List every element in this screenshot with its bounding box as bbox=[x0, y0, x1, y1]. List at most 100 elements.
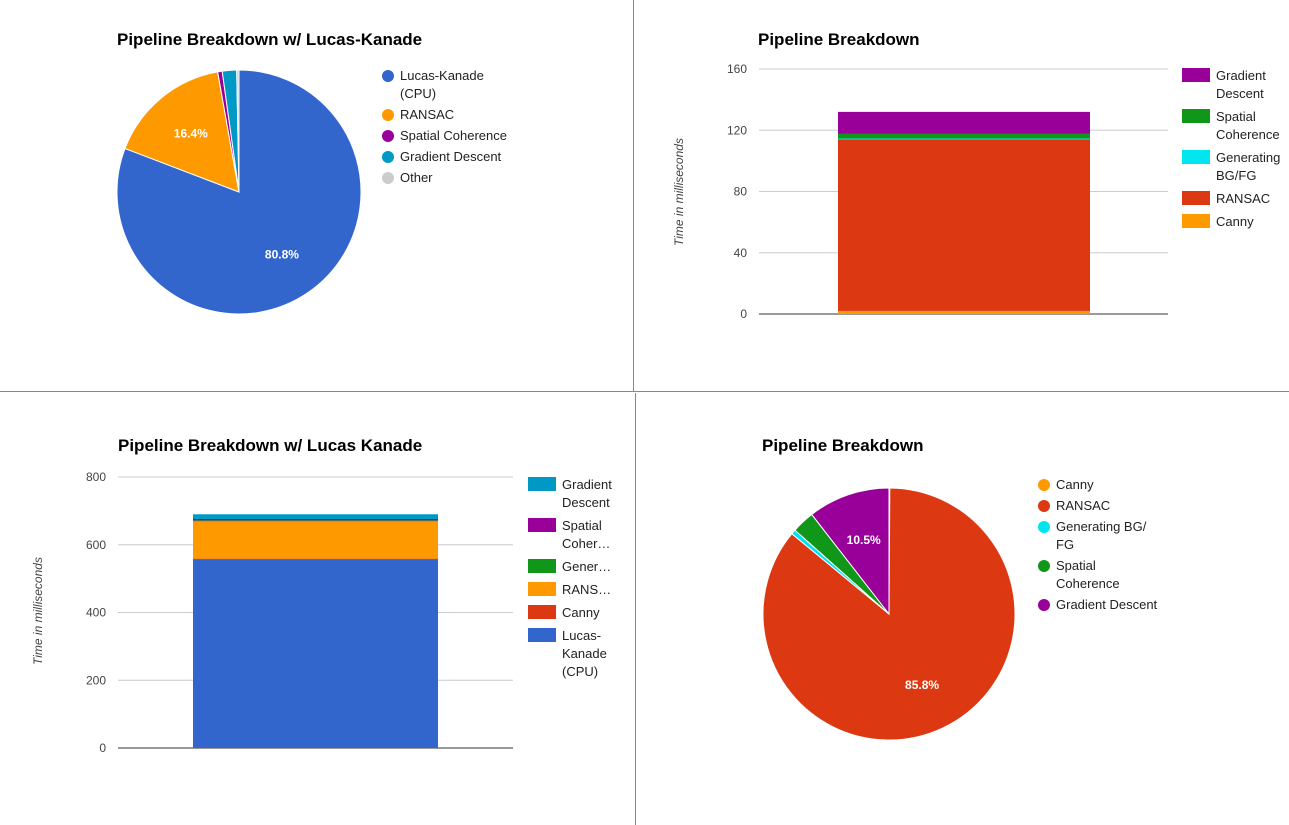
bar-segment-spatial-coherence[interactable] bbox=[838, 133, 1090, 139]
y-tick-label: 200 bbox=[86, 673, 106, 687]
legend-item-generating-bg-fg[interactable]: Generating BG/FG bbox=[1182, 150, 1280, 183]
divider-horizontal bbox=[0, 391, 1289, 392]
legend-item-rans[interactable]: RANS… bbox=[528, 582, 611, 597]
bar-segment-generating-bg-fg[interactable] bbox=[193, 520, 438, 522]
legend-label: Coher… bbox=[562, 536, 610, 551]
bar-segment-gradient-descent[interactable] bbox=[193, 514, 438, 520]
bar-chart-svg: Pipeline Breakdown Time in milliseconds … bbox=[672, 30, 1280, 321]
legend-item-lucas-kanade-cpu[interactable]: Lucas- Kanade (CPU) bbox=[528, 628, 607, 679]
legend-swatch bbox=[528, 628, 556, 642]
legend-item-other[interactable]: Other bbox=[382, 170, 433, 185]
y-tick-label: 0 bbox=[99, 741, 106, 755]
legend-label: RANSAC bbox=[1216, 191, 1270, 206]
legend-label: Gradient Descent bbox=[400, 149, 502, 164]
legend-swatch bbox=[528, 518, 556, 532]
legend-swatch bbox=[382, 172, 394, 184]
legend-label: Gradient Descent bbox=[1056, 597, 1158, 612]
bar-segment-ransac[interactable] bbox=[838, 139, 1090, 311]
legend-item-spatial-coher[interactable]: Spatial Coher… bbox=[528, 518, 610, 551]
legend-item-generating-bg-fg[interactable]: Generating BG/FG bbox=[1038, 519, 1147, 552]
legend-label: Coherence bbox=[1056, 576, 1120, 591]
divider-vertical-top bbox=[633, 0, 634, 392]
bar-segment-ransac[interactable] bbox=[193, 520, 438, 559]
legend-item-gradient-descent[interactable]: Gradient Descent bbox=[382, 149, 502, 164]
legend-item-lucas-kanade-cpu[interactable]: Lucas-Kanade (CPU) bbox=[382, 68, 484, 101]
legend-label: Kanade bbox=[562, 646, 607, 661]
pie-slice-gradient-descent[interactable] bbox=[811, 487, 890, 616]
legend-swatch bbox=[1182, 109, 1210, 123]
legend-label: Generating bbox=[1216, 150, 1280, 165]
legend-swatch bbox=[382, 130, 394, 142]
legend-label: Generating BG/ bbox=[1056, 519, 1147, 534]
legend-label: Gener… bbox=[562, 559, 611, 574]
legend-item-ransac[interactable]: RANSAC bbox=[1038, 498, 1110, 513]
legend-label: Canny bbox=[1056, 477, 1094, 492]
pie-slice-other[interactable] bbox=[236, 69, 240, 193]
legend-label: Other bbox=[400, 170, 433, 185]
legend-swatch bbox=[382, 109, 394, 121]
legend-label: Canny bbox=[562, 605, 600, 620]
legend-label: Gradient bbox=[1216, 68, 1266, 83]
legend-label: RANSAC bbox=[1056, 498, 1110, 513]
legend-label: Lucas-Kanade bbox=[400, 68, 484, 83]
y-tick-label: 800 bbox=[86, 470, 106, 484]
legend-item-spatial-coherence[interactable]: Spatial Coherence bbox=[382, 128, 507, 143]
legend-item-spatial-coherence[interactable]: Spatial Coherence bbox=[1038, 558, 1120, 591]
legend-item-ransac[interactable]: RANSAC bbox=[382, 107, 454, 122]
divider-vertical-bottom bbox=[635, 393, 636, 825]
legend-label: RANS… bbox=[562, 582, 611, 597]
legend-swatch bbox=[1038, 560, 1050, 572]
legend-item-gener[interactable]: Gener… bbox=[528, 559, 611, 574]
bar-segment-generating-bg-fg[interactable] bbox=[838, 138, 1090, 140]
legend-swatch bbox=[1182, 150, 1210, 164]
chart-stacked-bar-pipeline: Pipeline Breakdown Time in milliseconds … bbox=[634, 0, 1289, 392]
legend-swatch bbox=[1038, 500, 1050, 512]
legend-swatch bbox=[528, 559, 556, 573]
y-tick-label: 80 bbox=[734, 185, 748, 199]
legend-item-canny[interactable]: Canny bbox=[1038, 477, 1094, 492]
y-tick-label: 120 bbox=[727, 123, 747, 137]
bar-chart-svg: Pipeline Breakdown w/ Lucas Kanade Time … bbox=[31, 436, 612, 755]
bar-segment-canny[interactable] bbox=[838, 310, 1090, 314]
legend-swatch bbox=[1182, 214, 1210, 228]
y-tick-label: 160 bbox=[727, 62, 747, 76]
slice-label-gradient-descent: 10.5% bbox=[847, 533, 881, 547]
chart-title: Pipeline Breakdown w/ Lucas Kanade bbox=[118, 436, 422, 455]
legend-item-ransac[interactable]: RANSAC bbox=[1182, 191, 1270, 206]
legend-swatch bbox=[1038, 521, 1050, 533]
chart-title: Pipeline Breakdown bbox=[762, 436, 924, 455]
y-axis-label: Time in milliseconds bbox=[31, 557, 45, 665]
bar-segment-canny[interactable] bbox=[193, 558, 438, 560]
legend-item-canny[interactable]: Canny bbox=[528, 605, 600, 620]
legend-item-spatial-coherence[interactable]: Spatial Coherence bbox=[1182, 109, 1280, 142]
legend-label: BG/FG bbox=[1216, 168, 1256, 183]
legend-swatch bbox=[1182, 191, 1210, 205]
legend-label: Lucas- bbox=[562, 628, 601, 643]
legend-label: Canny bbox=[1216, 214, 1254, 229]
slice-label-ransac: 85.8% bbox=[905, 678, 939, 692]
pie-slice-ransac[interactable] bbox=[124, 71, 240, 193]
chart-title: Pipeline Breakdown w/ Lucas-Kanade bbox=[117, 30, 422, 49]
legend-label: Spatial bbox=[1056, 558, 1096, 573]
legend-label: Coherence bbox=[1216, 127, 1280, 142]
y-tick-label: 600 bbox=[86, 538, 106, 552]
legend-item-gradient-descent[interactable]: Gradient Descent bbox=[1038, 597, 1158, 612]
legend-swatch bbox=[528, 477, 556, 491]
bar-segment-spatial-coherence[interactable] bbox=[193, 519, 438, 521]
legend-item-gradient-descent[interactable]: Gradient Descent bbox=[1182, 68, 1266, 101]
legend-item-canny[interactable]: Canny bbox=[1182, 214, 1254, 229]
y-tick-label: 0 bbox=[740, 307, 747, 321]
bar-segment-lucas-kanade-cpu[interactable] bbox=[193, 559, 438, 748]
legend-swatch bbox=[382, 70, 394, 82]
legend-label: (CPU) bbox=[400, 86, 436, 101]
slice-label-lucas-kanade-cpu: 80.8% bbox=[265, 247, 299, 261]
legend-label: Descent bbox=[562, 495, 610, 510]
bar-segment-gradient-descent[interactable] bbox=[838, 111, 1090, 134]
slice-label-ransac: 16.4% bbox=[174, 127, 208, 141]
legend-swatch bbox=[528, 582, 556, 596]
legend-item-gradient-descent[interactable]: Gradient Descent bbox=[528, 477, 612, 510]
legend-swatch bbox=[1038, 479, 1050, 491]
legend-label: RANSAC bbox=[400, 107, 454, 122]
legend-label: (CPU) bbox=[562, 664, 598, 679]
chart-pie-lucas-kanade: Pipeline Breakdown w/ Lucas-Kanade 80.8%… bbox=[0, 0, 633, 392]
